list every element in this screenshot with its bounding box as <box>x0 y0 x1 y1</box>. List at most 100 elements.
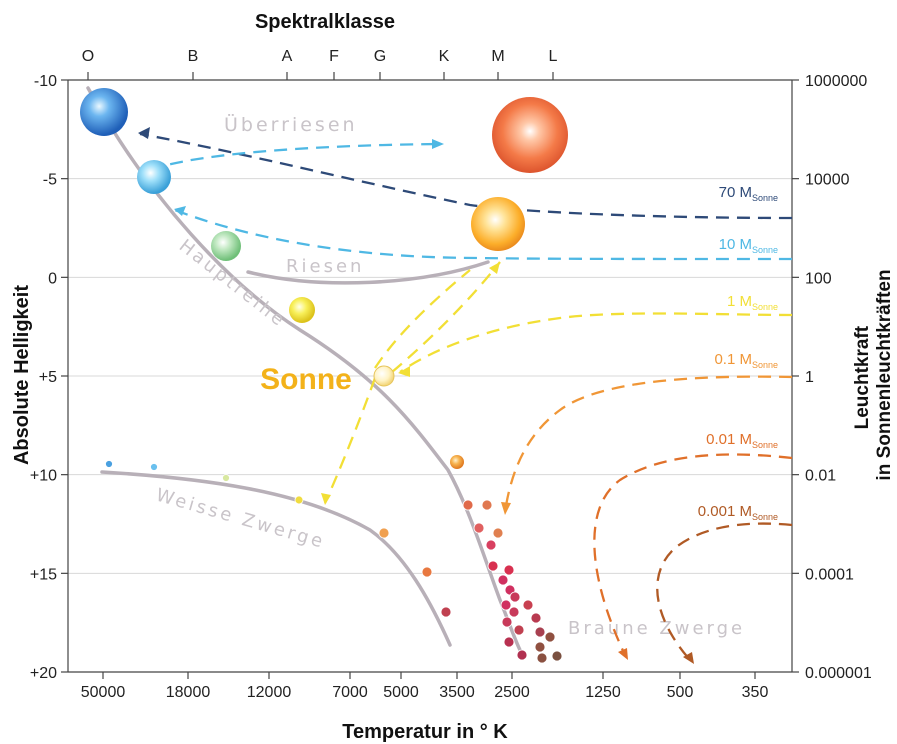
dwarf-star <box>501 616 513 628</box>
y-left-tick-label: +20 <box>30 665 57 682</box>
dwarf-star <box>534 641 546 653</box>
arrow-001 <box>618 648 628 660</box>
mass-unit-subscript: Sonne <box>752 512 778 522</box>
dwarf-star <box>503 564 515 576</box>
spectral-class-label: A <box>282 48 293 65</box>
y-left-tick-label: 0 <box>48 270 57 287</box>
dwarf-star <box>544 631 556 643</box>
mass-value: 0.1 M <box>714 351 752 368</box>
arrow-1c <box>321 493 331 505</box>
mass-unit-subscript: Sonne <box>752 360 778 370</box>
giant-branch-curve <box>246 260 490 285</box>
tick-labels: -10 -5 0 +5 +10 +15 +20 1000000 10000 100 1 0.01 0.0… <box>30 48 872 701</box>
sun <box>373 365 395 387</box>
track-1 <box>399 312 793 373</box>
y-left-tick-label: -5 <box>43 172 57 189</box>
track-0.1 <box>503 375 793 513</box>
y-right-tick-label: 10000 <box>805 172 850 189</box>
mass-tracks <box>139 132 793 661</box>
mass-value: 0.01 M <box>706 431 752 448</box>
mass-value: 1 M <box>727 293 752 310</box>
mass-unit-subscript: Sonne <box>752 193 778 203</box>
mass-unit-subscript: Sonne <box>752 302 778 312</box>
y-axis-right-title-line1: Leuchtkraft <box>852 325 873 429</box>
arrow-1 <box>398 366 410 377</box>
track-10 <box>174 208 793 261</box>
x-tick-label: 50000 <box>81 684 126 701</box>
arrow-10b <box>432 139 444 149</box>
x-tick-label: 500 <box>667 684 694 701</box>
x-tick-label: 7000 <box>332 684 368 701</box>
mass-value: 70 M <box>719 184 752 201</box>
spectral-class-label: O <box>82 48 94 65</box>
dwarf-star <box>551 650 563 662</box>
y-left-tick-label: +5 <box>39 369 57 386</box>
green-main-star <box>211 231 241 261</box>
track-0.001 <box>656 522 793 661</box>
mass-track-label: 0.001 MSonne <box>698 503 778 522</box>
dwarf-star <box>522 599 534 611</box>
red-supergiant <box>492 97 568 173</box>
track-1-giant <box>391 261 501 373</box>
dwarf-star <box>462 499 474 511</box>
spectral-class-label: G <box>374 48 386 65</box>
y-right-tick-label: 1 <box>805 369 814 386</box>
y-right-tick-label: 0.01 <box>805 468 836 485</box>
main-sequence-curve <box>86 86 522 652</box>
mass-value: 10 M <box>719 236 752 253</box>
dwarf-star <box>508 606 520 618</box>
x-tick-label: 18000 <box>166 684 211 701</box>
label-giants: Riesen <box>286 256 364 277</box>
x-axis-title: Temperatur in ° K <box>342 721 508 743</box>
arrow-01 <box>501 502 511 515</box>
dwarf-star <box>378 527 390 539</box>
dwarf-star <box>530 612 542 624</box>
region-curves <box>86 86 522 652</box>
track-1-back <box>374 269 471 369</box>
y-axis-right-title: Leuchtkraft in Sonnenleuchtkräften <box>852 269 895 480</box>
blue-main-star <box>137 160 171 194</box>
orange-main-star <box>450 455 464 469</box>
arrow-1b <box>489 262 500 274</box>
y-left-tick-label: -10 <box>34 73 57 90</box>
y-left-tick-label: +15 <box>30 566 57 583</box>
gridlines <box>68 178 792 574</box>
dwarf-star <box>500 599 512 611</box>
yellow-main-star <box>289 297 315 323</box>
track-70 <box>139 132 793 220</box>
y-right-tick-label: 100 <box>805 270 832 287</box>
dwarf-star <box>440 606 452 618</box>
spectral-class-label: K <box>439 48 450 65</box>
dwarf-stars <box>105 460 563 664</box>
spectral-class-label: M <box>491 48 504 65</box>
dwarf-star <box>534 626 546 638</box>
mass-track-label: 70 MSonne <box>719 184 778 203</box>
x-tick-label: 2500 <box>494 684 530 701</box>
x-tick-label: 3500 <box>439 684 475 701</box>
y-axis-right-title-line2: in Sonnenleuchtkräften <box>874 269 895 480</box>
mass-track-label: 1 MSonne <box>727 293 778 312</box>
track-0.01 <box>593 453 793 656</box>
sun-label: Sonne <box>260 363 352 396</box>
mass-track-label: 0.01 MSonne <box>706 431 778 450</box>
dwarf-star <box>485 539 497 551</box>
label-supergiants: Überriesen <box>224 113 358 136</box>
x-tick-label: 1250 <box>585 684 621 701</box>
dwarf-star <box>105 460 113 468</box>
label-white-dwarfs: Weisse Zwerge <box>154 485 328 553</box>
dwarf-star <box>150 463 158 471</box>
dwarf-star <box>536 652 548 664</box>
chart-title: Spektralklasse <box>255 11 395 33</box>
arrow-10 <box>174 206 186 216</box>
dwarf-star <box>473 522 485 534</box>
dwarf-star <box>509 591 521 603</box>
spectral-class-label: L <box>549 48 558 65</box>
dwarf-star <box>516 649 528 661</box>
y-right-tick-label: 1000000 <box>805 73 867 90</box>
x-tick-label: 350 <box>742 684 769 701</box>
y-right-tick-label: 0.0001 <box>805 566 854 583</box>
dwarf-star <box>497 574 509 586</box>
dwarf-star <box>481 499 493 511</box>
orange-giant <box>471 197 525 251</box>
